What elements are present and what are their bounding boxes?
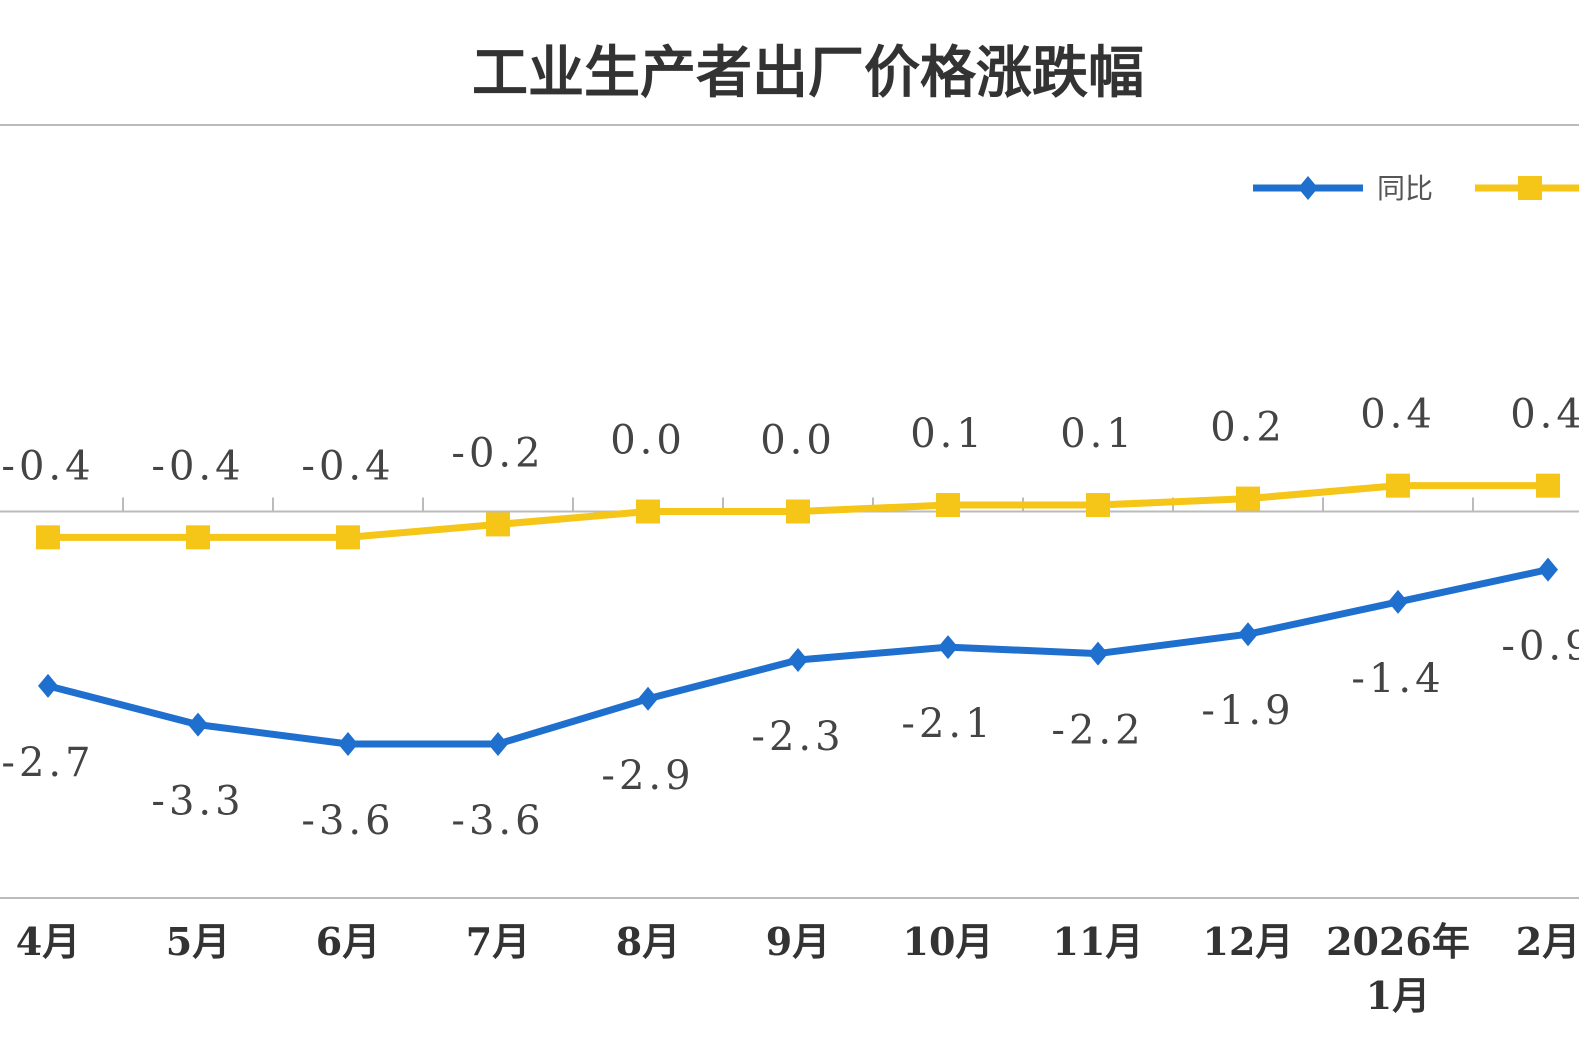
point (1086, 493, 1110, 518)
point (1536, 473, 1560, 498)
point (936, 493, 960, 518)
point (1388, 589, 1408, 614)
chart-title: 工业生产者出厂价格涨跌幅 (472, 41, 1144, 106)
value-label: 0.1 (910, 411, 986, 457)
value-label: 0.0 (760, 418, 836, 464)
legend-label: 同比 (1377, 172, 1433, 205)
x-tick-label: 12月 (1203, 919, 1294, 964)
value-label: -1.9 (1201, 688, 1294, 734)
x-tick-label: 8月 (616, 919, 680, 964)
point (488, 732, 508, 756)
value-label: -0.9 (1501, 624, 1579, 670)
value-label: -0.4 (301, 443, 394, 489)
value-label: 0.2 (1210, 405, 1286, 451)
point (486, 512, 510, 537)
point (38, 673, 58, 698)
value-label: -2.1 (901, 701, 994, 747)
value-label: -1.4 (1351, 656, 1444, 702)
point (1238, 622, 1258, 647)
point (1236, 486, 1260, 511)
value-label: 0.4 (1510, 392, 1579, 438)
x-tick-label: 5月 (166, 919, 230, 964)
value-label: -2.3 (751, 714, 844, 760)
value-label: -2.9 (601, 753, 694, 799)
point (1298, 176, 1318, 200)
point (938, 635, 958, 660)
point (188, 712, 208, 737)
point (1088, 641, 1108, 666)
value-label: 0.1 (1060, 411, 1136, 457)
point (1386, 473, 1410, 498)
point (1518, 176, 1542, 200)
value-label: -3.6 (301, 798, 394, 844)
x-tick-label: 9月 (766, 919, 830, 964)
point (1538, 557, 1558, 582)
value-label: 0.0 (610, 418, 686, 464)
value-label: -2.7 (1, 740, 94, 786)
x-tick-label: 2026年 1月 (1326, 919, 1470, 1018)
x-tick-label: 7月 (466, 919, 530, 964)
point (636, 499, 660, 524)
value-label: -0.4 (151, 443, 244, 489)
x-tick-label: 11月 (1053, 919, 1144, 964)
value-label: -2.2 (1051, 708, 1144, 754)
value-label: 0.4 (1360, 392, 1436, 438)
value-label: -3.3 (151, 779, 244, 825)
value-label: -0.4 (1, 443, 94, 489)
point (336, 525, 360, 550)
x-tick-label: 4月 (16, 919, 80, 964)
point (638, 686, 658, 711)
point (186, 525, 210, 550)
x-tick-label: 6月 (316, 919, 380, 964)
point (338, 732, 358, 756)
x-tick-label: 2月 (1516, 919, 1579, 964)
point (36, 525, 60, 550)
point (788, 648, 808, 673)
value-label: -0.2 (451, 430, 544, 476)
value-label: -3.6 (451, 798, 544, 844)
point (786, 499, 810, 524)
x-tick-label: 10月 (903, 919, 994, 964)
